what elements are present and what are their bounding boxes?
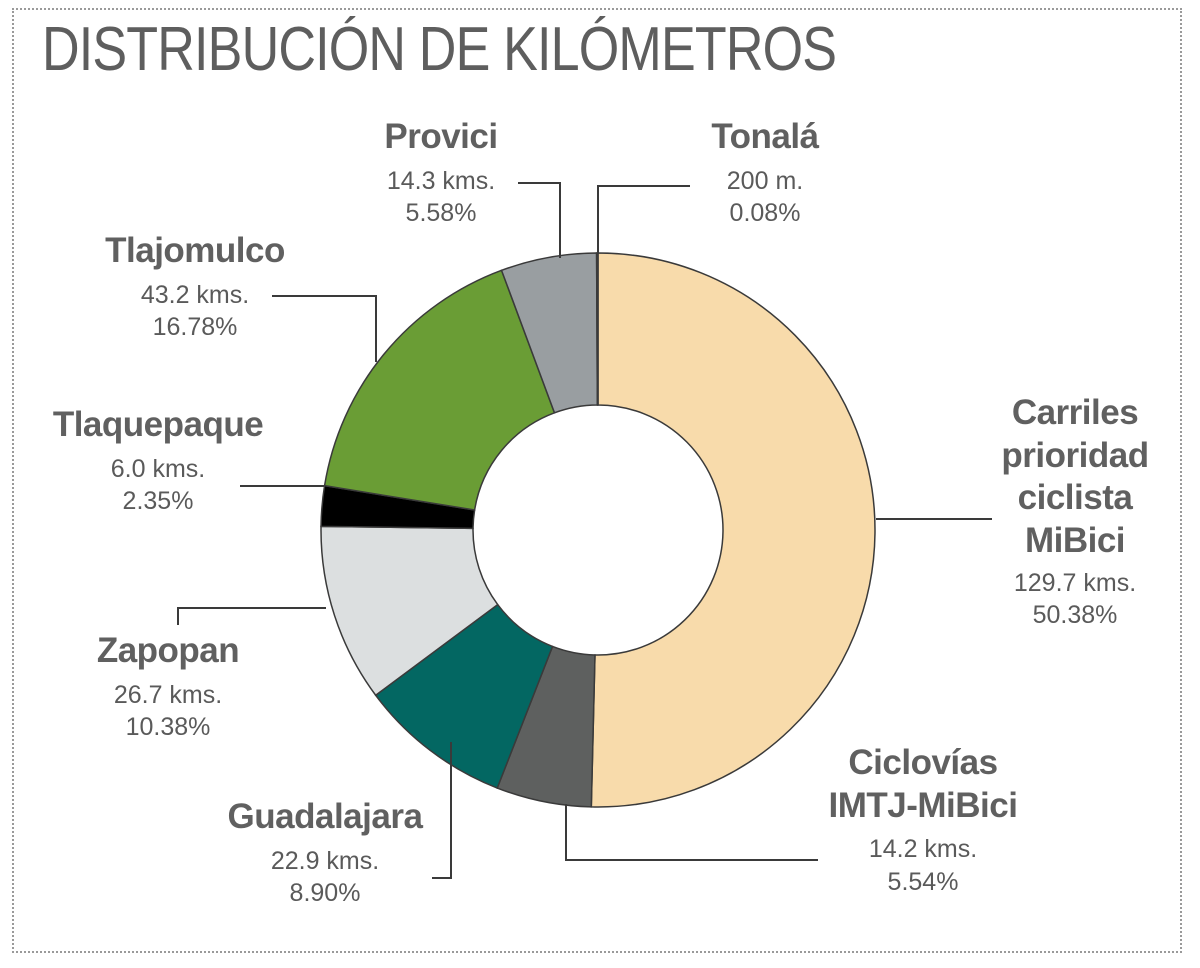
chart-title: DISTRIBUCIÓN DE KILÓMETROS	[42, 15, 837, 84]
slice-percent: 8.90%	[289, 879, 361, 908]
slice-percent: 50.38%	[1032, 601, 1118, 630]
slice-value: 14.2 kms.	[868, 835, 978, 864]
slice-value: 43.2 kms.	[140, 280, 250, 309]
slice-value: 129.7 kms.	[1013, 568, 1137, 597]
label-carriles: Carriles prioridad ciclista MiBici 129.7…	[990, 392, 1160, 632]
leader-line-zapopan	[177, 607, 326, 625]
label-tonala: Tonalá 200 m. 0.08%	[690, 116, 840, 230]
leader-line-tonala	[597, 185, 690, 254]
slice-value: 22.9 kms.	[270, 846, 380, 875]
leader-line-provici	[518, 182, 561, 258]
donut-slice-7	[595, 252, 599, 406]
leader-line-ciclovias	[565, 804, 818, 861]
leader-line-guadalajara	[432, 742, 452, 879]
slice-percent: 5.54%	[887, 867, 959, 896]
label-tlaquepaque: Tlaquepaque 6.0 kms. 2.35%	[48, 404, 268, 518]
label-ciclovias: Ciclovías IMTJ-MiBici 14.2 kms. 5.54%	[808, 742, 1038, 898]
slice-name: Zapopan	[96, 631, 240, 670]
slice-value: 6.0 kms.	[110, 454, 206, 483]
label-zapopan: Zapopan 26.7 kms. 10.38%	[88, 630, 248, 744]
donut-slice-3	[320, 525, 499, 697]
slice-name: Tonalá	[711, 117, 819, 156]
slice-name: Tlaquepaque	[52, 405, 264, 444]
slice-name: Tlajomulco	[105, 231, 285, 270]
label-guadalajara: Guadalajara 22.9 kms. 8.90%	[220, 796, 430, 910]
label-tlajomulco: Tlajomulco 43.2 kms. 16.78%	[100, 230, 290, 344]
slice-percent: 5.58%	[405, 199, 477, 228]
leader-line-tlajomulco	[272, 295, 377, 362]
chart-frame	[12, 8, 1182, 953]
slice-percent: 2.35%	[122, 487, 194, 516]
label-provici: Provici 14.3 kms. 5.58%	[366, 116, 516, 230]
slice-percent: 16.78%	[152, 313, 238, 342]
slice-name: Carriles prioridad ciclista MiBici	[1001, 393, 1149, 561]
slice-name: Guadalajara	[227, 797, 423, 836]
donut-slice-0	[590, 252, 876, 808]
slice-value: 26.7 kms.	[113, 680, 223, 709]
slice-percent: 10.38%	[125, 713, 211, 742]
slice-name: Ciclovías IMTJ-MiBici	[828, 743, 1018, 825]
slice-percent: 0.08%	[729, 199, 801, 228]
slice-value: 200 m.	[726, 166, 804, 195]
slice-name: Provici	[384, 117, 498, 156]
slice-value: 14.3 kms.	[386, 166, 496, 195]
donut-slice-5	[323, 269, 556, 511]
